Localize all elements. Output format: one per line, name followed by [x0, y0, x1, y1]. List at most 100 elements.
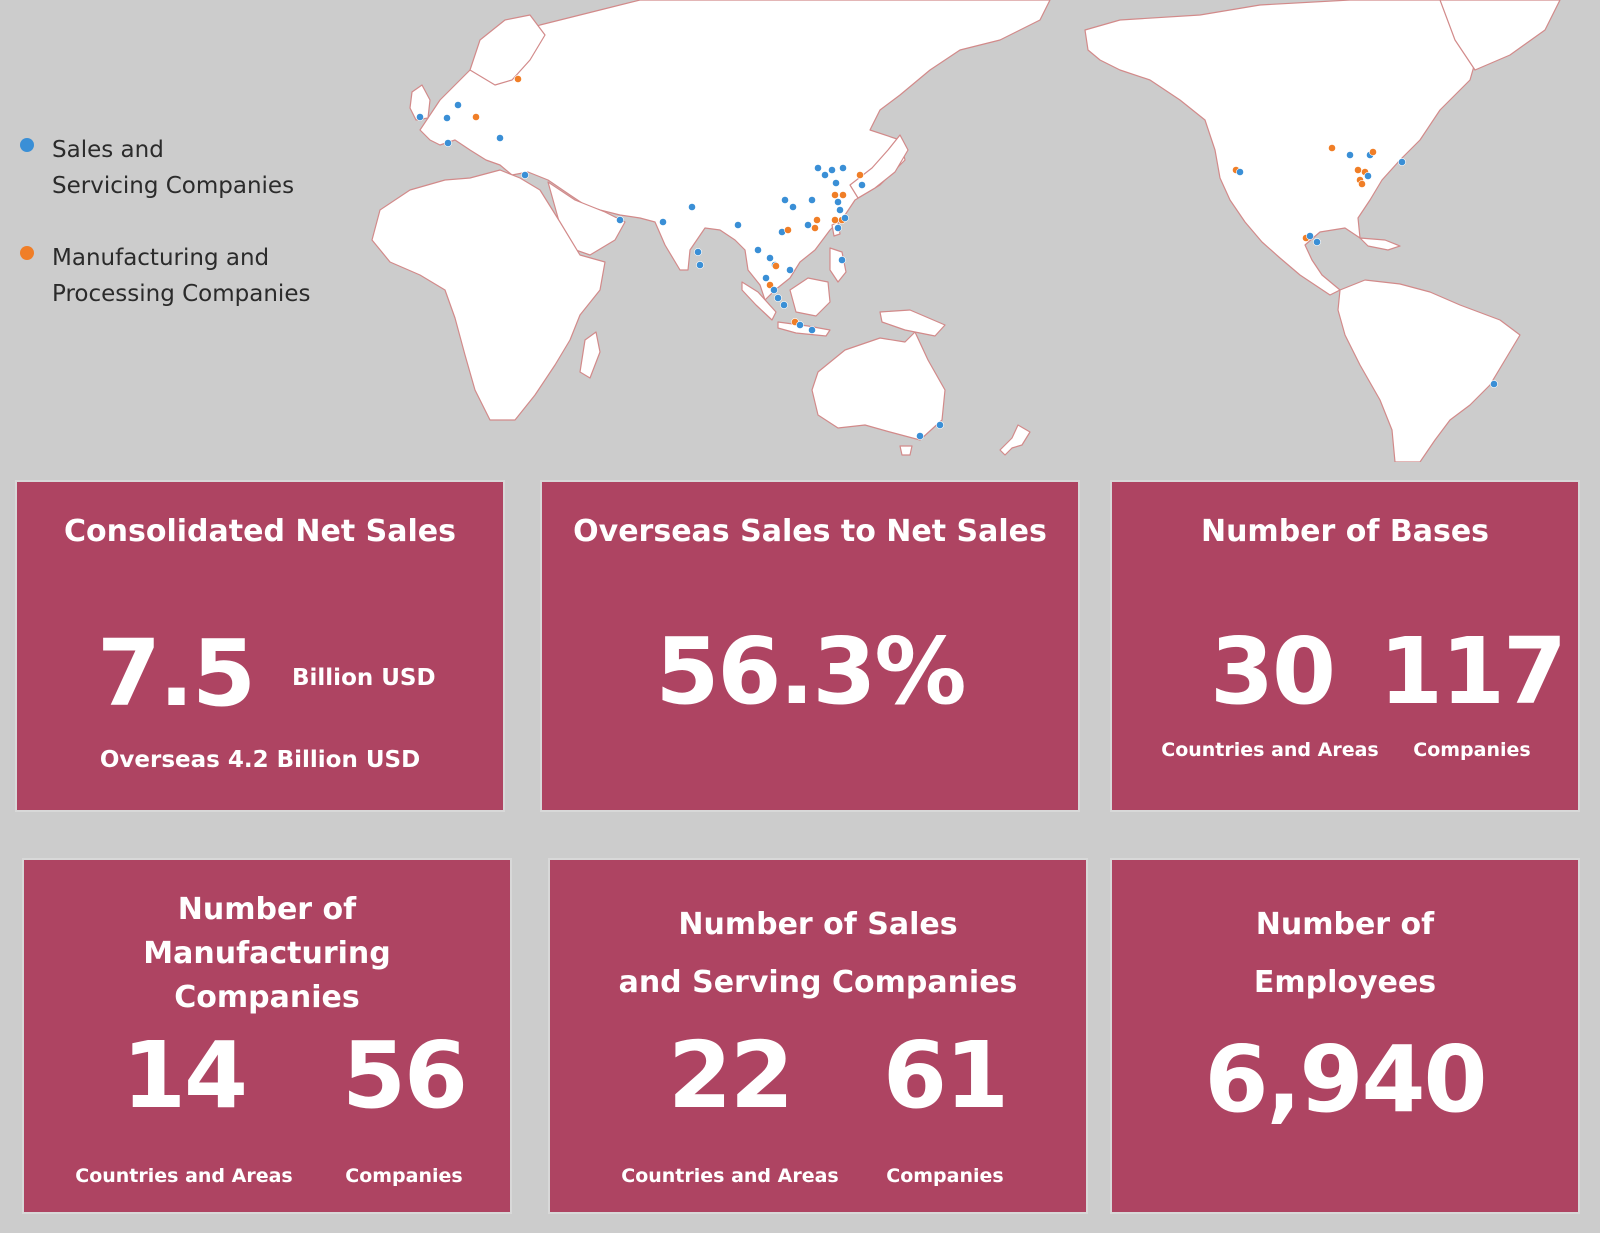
manufacturing-location-dot: [772, 262, 780, 270]
employees-value: 6,940: [1204, 1026, 1487, 1133]
sales-location-dot: [1364, 172, 1372, 180]
manufacturing-location-dot: [811, 224, 819, 232]
sales-location-dot: [688, 203, 696, 211]
sales-location-dot: [696, 261, 704, 269]
philippines-landmass: [829, 247, 847, 283]
legend-sales-label: Sales and Servicing Companies: [52, 137, 295, 199]
sales-companies-countries-label: Countries and Areas: [621, 1165, 839, 1187]
manufacturing-companies-label: Companies: [345, 1165, 463, 1187]
manufacturing-location-dot: [813, 216, 821, 224]
sales-location-dot: [839, 164, 847, 172]
sales-location-dot: [774, 294, 782, 302]
net-sales-unit: Billion USD: [292, 665, 436, 691]
sales-location-dot: [1313, 238, 1321, 246]
sales-location-dot: [808, 196, 816, 204]
employees-card: Number of Employees 6,940: [1110, 858, 1580, 1214]
manufacturing-location-dot: [514, 75, 522, 83]
sales-location-dot: [521, 171, 529, 179]
tasmania-landmass: [899, 445, 913, 456]
sales-location-dot: [916, 432, 924, 440]
sales-location-dot: [444, 139, 452, 147]
sales-location-dot: [858, 181, 866, 189]
sales-location-dot: [770, 286, 778, 294]
sales-location-dot: [454, 101, 462, 109]
eurasia-landmass: [419, 0, 1051, 301]
manufacturing-countries-value: 14: [121, 1022, 248, 1129]
sales-location-dot: [936, 421, 944, 429]
legend-sales: Sales and Servicing Companies: [20, 132, 294, 204]
net-sales-value: 7.5: [97, 620, 256, 727]
manufacturing-location-dot: [831, 191, 839, 199]
sales-location-dot: [443, 114, 451, 122]
sales-companies-companies-label: Companies: [886, 1165, 1004, 1187]
net-sales-card: Consolidated Net Sales 7.5 Billion USD O…: [15, 480, 505, 812]
sales-location-dot: [808, 326, 816, 334]
sales-location-dot: [804, 221, 812, 229]
sales-location-dot: [838, 256, 846, 264]
sales-location-dot: [834, 198, 842, 206]
newzealand-landmass: [999, 424, 1031, 456]
manufacturing-location-dot: [1328, 144, 1336, 152]
manufacturing-location-dot: [856, 171, 864, 179]
java-landmass: [777, 321, 831, 337]
sales-location-dot: [1236, 168, 1244, 176]
manufacturing-location-dot: [1369, 148, 1377, 156]
sales-location-dot: [1306, 232, 1314, 240]
sales-location-dot: [836, 206, 844, 214]
overseas-ratio-title: Overseas Sales to Net Sales: [573, 514, 1047, 549]
manufacturing-location-dot: [831, 216, 839, 224]
sales-location-dot: [828, 166, 836, 174]
overseas-ratio-card: Overseas Sales to Net Sales 56.3%: [540, 480, 1080, 812]
legend-manufacturing: Manufacturing and Processing Companies: [20, 240, 310, 312]
sales-location-dot: [780, 301, 788, 309]
sales-companies-companies-value: 61: [882, 1022, 1009, 1129]
cuba-landmass: [1359, 237, 1401, 251]
sales-companies-title: Number of Sales and Serving Companies: [618, 907, 1018, 1000]
world-map: [371, 0, 1561, 462]
sales-location-dot: [841, 214, 849, 222]
sales-location-dot: [1398, 158, 1406, 166]
bases-companies-label: Companies: [1413, 739, 1531, 761]
newguinea-landmass: [879, 309, 946, 337]
sales-location-dot: [616, 216, 624, 224]
bases-countries-value: 30: [1209, 618, 1336, 725]
sales-location-dot: [762, 274, 770, 282]
manufacturing-countries-label: Countries and Areas: [75, 1165, 293, 1187]
manufacturing-companies-value: 56: [341, 1022, 468, 1129]
employees-title: Number of Employees: [1253, 907, 1437, 1000]
britain-landmass: [409, 84, 431, 121]
orange-dot-icon: [20, 246, 34, 260]
net-sales-title: Consolidated Net Sales: [64, 514, 456, 549]
legend-manufacturing-label: Manufacturing and Processing Companies: [52, 245, 311, 307]
manufacturing-location-dot: [784, 226, 792, 234]
sales-location-dot: [796, 321, 804, 329]
australia-landmass: [811, 331, 946, 441]
sales-location-dot: [832, 179, 840, 187]
scandinavia-landmass: [469, 14, 546, 86]
sales-location-dot: [766, 254, 774, 262]
bases-companies-value: 117: [1378, 618, 1567, 725]
manufacturing-title: Number of Manufacturing Companies: [143, 892, 391, 1015]
manufacturing-location-dot: [839, 191, 847, 199]
madagascar-landmass: [579, 331, 601, 379]
sales-location-dot: [659, 218, 667, 226]
bases-countries-label: Countries and Areas: [1161, 739, 1379, 761]
south-america-landmass: [1337, 279, 1521, 462]
manufacturing-location-dot: [472, 113, 480, 121]
sales-location-dot: [1346, 151, 1354, 159]
sales-location-dot: [416, 113, 424, 121]
borneo-landmass: [789, 277, 831, 317]
manufacturing-location-dot: [1354, 166, 1362, 174]
north-america-landmass: [1084, 0, 1481, 296]
sales-location-dot: [734, 221, 742, 229]
sales-location-dot: [694, 248, 702, 256]
overseas-ratio-value: 56.3%: [655, 618, 966, 725]
sales-companies-countries-value: 22: [667, 1022, 794, 1129]
sales-location-dot: [786, 266, 794, 274]
sumatra-landmass: [741, 281, 777, 321]
blue-dot-icon: [20, 138, 34, 152]
manufacturing-card: Number of Manufacturing Companies 14 Cou…: [22, 858, 512, 1214]
sales-location-dot: [821, 171, 829, 179]
bases-card: Number of Bases 30 Countries and Areas 1…: [1110, 480, 1580, 812]
sales-location-dot: [781, 196, 789, 204]
